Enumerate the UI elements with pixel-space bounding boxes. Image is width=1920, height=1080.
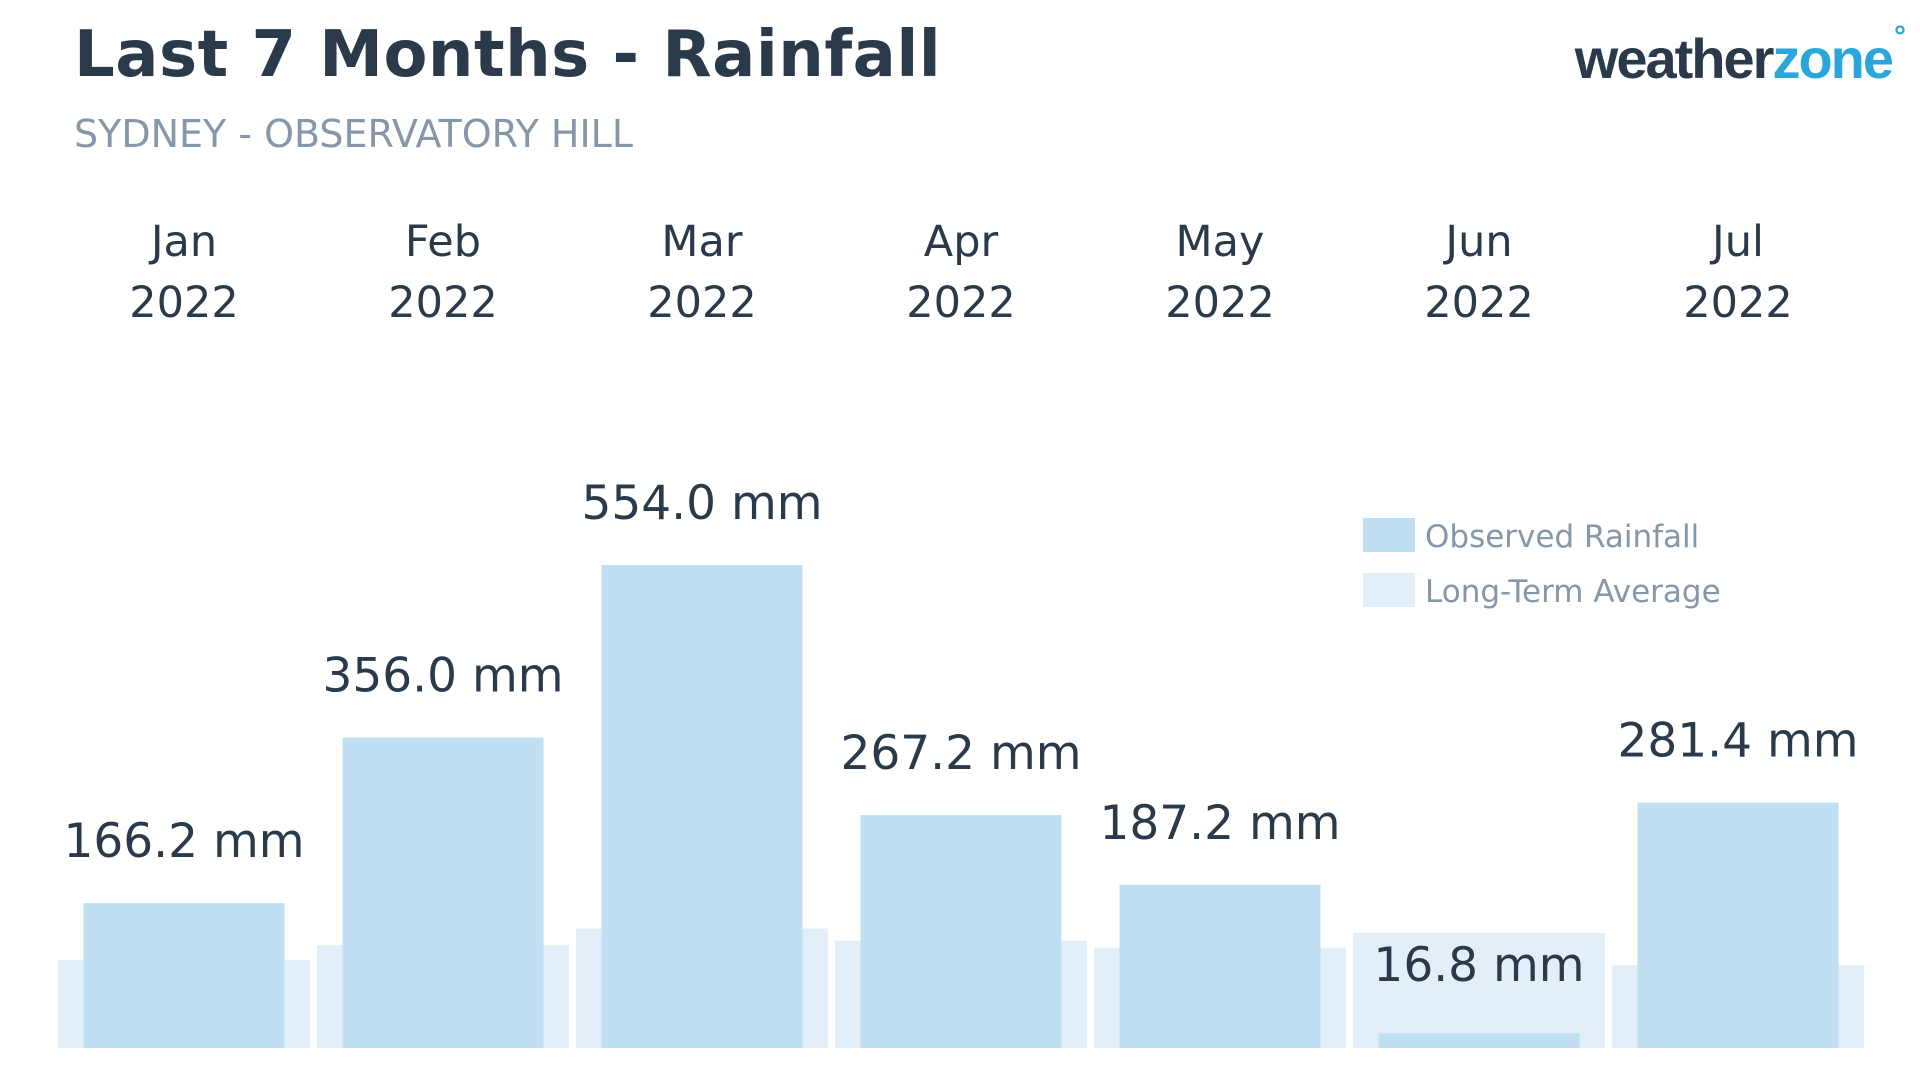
logo-degree-mark: ° (1894, 20, 1906, 53)
year-label-jul: 2022 (1683, 278, 1792, 328)
observed-bar-mar (601, 565, 803, 1048)
value-label-mar: 554.0 mm (581, 476, 822, 531)
logo-text-zone: zone (1772, 27, 1894, 90)
observed-bar-may (1119, 884, 1321, 1048)
average-bar-jun (1353, 932, 1605, 1048)
year-label-jun: 2022 (1424, 278, 1533, 328)
year-label-mar: 2022 (647, 278, 756, 328)
year-label-may: 2022 (1165, 278, 1274, 328)
month-label-jun: Jun (1442, 217, 1512, 267)
legend-swatch-observed (1363, 518, 1415, 552)
value-label-apr: 267.2 mm (840, 726, 1081, 781)
year-label-feb: 2022 (388, 278, 497, 328)
month-label-may: May (1176, 217, 1265, 267)
month-label-mar: Mar (661, 217, 742, 267)
year-label-apr: 2022 (906, 278, 1015, 328)
observed-bar-jun (1378, 1033, 1580, 1048)
observed-bar-apr (860, 815, 1062, 1048)
value-label-jan: 166.2 mm (63, 814, 304, 869)
chart-title: Last 7 Months - Rainfall (74, 18, 942, 92)
year-label-jan: 2022 (129, 278, 238, 328)
logo-text-weather: weather (1574, 27, 1775, 90)
value-label-feb: 356.0 mm (322, 649, 563, 704)
legend-label-average: Long-Term Average (1425, 574, 1721, 610)
value-label-jul: 281.4 mm (1617, 714, 1858, 769)
chart-subtitle: SYDNEY - OBSERVATORY HILL (74, 112, 633, 156)
observed-bar-jan (83, 903, 285, 1048)
month-label-jan: Jan (148, 217, 217, 267)
observed-bar-jul (1637, 802, 1839, 1048)
value-label-jun: 16.8 mm (1373, 938, 1584, 993)
month-label-feb: Feb (405, 217, 481, 267)
value-label-may: 187.2 mm (1099, 796, 1340, 851)
legend-label-observed: Observed Rainfall (1425, 519, 1699, 555)
observed-bar-feb (342, 737, 544, 1048)
weatherzone-logo: weatherzone° (1574, 20, 1906, 91)
month-label-jul: Jul (1709, 217, 1764, 267)
legend-swatch-average (1363, 573, 1415, 607)
month-label-apr: Apr (924, 217, 999, 267)
